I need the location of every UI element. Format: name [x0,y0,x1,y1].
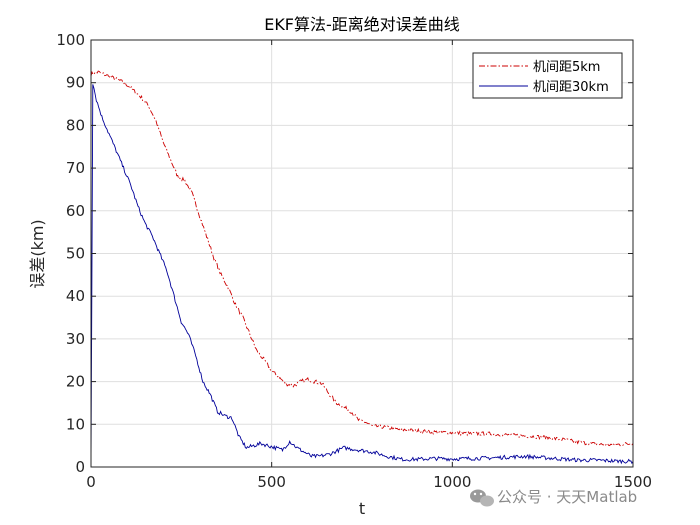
x-axis-label: t [359,499,365,518]
y-tick-label: 70 [66,159,85,177]
series-line-1 [90,84,634,467]
legend-box [472,52,623,99]
x-tick-label: 0 [86,473,96,491]
watermark-text: 公众号 · 天天Matlab [497,488,637,506]
legend-label-5km: 机间距5km [533,60,600,75]
chart-title: EKF算法-距离绝对误差曲线 [264,15,460,34]
wechat-icon [470,489,494,507]
watermark: 公众号 · 天天Matlab [470,488,637,507]
series-line-0 [90,70,634,447]
x-tick-label: 1500 [614,473,652,491]
x-tick-label: 500 [257,473,286,491]
series-layer [90,70,634,467]
y-tick-label: 80 [66,116,85,134]
y-tick-label: 10 [66,415,85,433]
y-axis-label: 误差(km) [28,219,47,288]
y-tick-label: 30 [66,330,85,348]
y-tick-label: 40 [66,287,85,305]
y-tick-label: 60 [66,202,85,220]
y-tick-label: 20 [66,373,85,391]
y-tick-label: 90 [66,74,85,92]
legend-label-30km: 机间距30km [533,80,609,95]
y-tick-label: 0 [75,458,85,476]
grid [91,40,633,467]
x-tick-label: 1000 [433,473,471,491]
ticks: 0 500 1000 1500 0 10 20 30 40 50 60 70 80 90 100 [56,31,652,491]
legend: 机间距5km 机间距30km [472,52,623,99]
y-tick-label: 100 [56,31,85,49]
y-tick-label: 50 [66,245,85,263]
